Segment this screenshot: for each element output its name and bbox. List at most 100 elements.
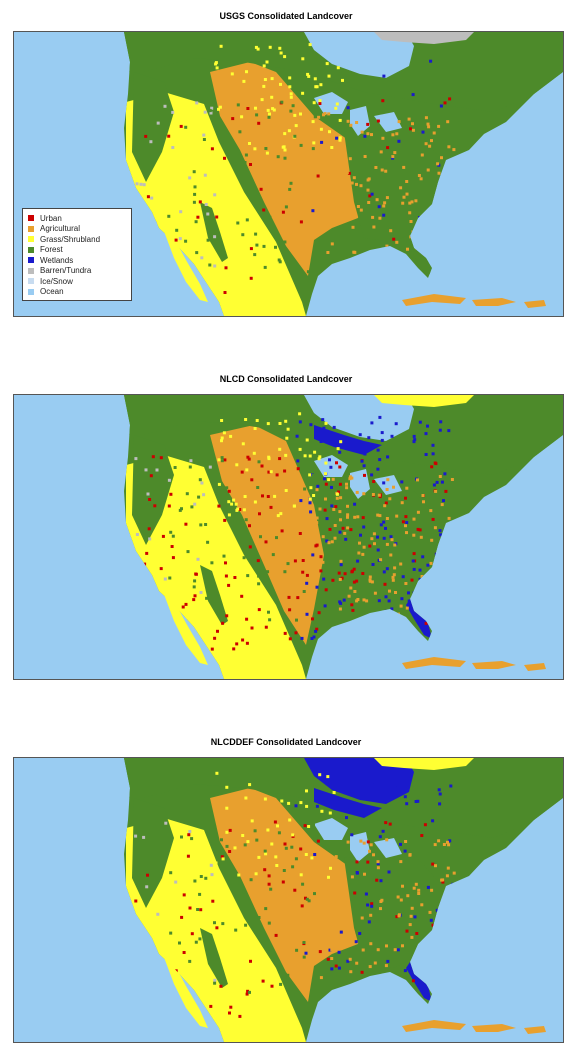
grass-cell: [338, 136, 342, 140]
urban-cell: [186, 854, 190, 858]
wetland-cell: [354, 940, 358, 944]
forest-cell: [169, 931, 173, 935]
wetland-cell: [364, 892, 368, 896]
wetland-cell: [325, 782, 329, 786]
wetland-cell: [338, 450, 342, 454]
grass-cell: [298, 447, 302, 451]
agricultural-cell: [417, 174, 421, 177]
agricultural-cell: [338, 607, 342, 611]
grass-cell: [308, 43, 312, 47]
tundra-area: [374, 395, 474, 407]
agricultural-cell: [416, 510, 420, 514]
agricultural-cell: [321, 560, 325, 564]
wetland-cell: [337, 950, 341, 954]
agricultural-cell: [388, 497, 392, 501]
agricultural-cell: [330, 948, 334, 952]
forest-cell: [267, 115, 271, 119]
grass-cell: [272, 108, 276, 112]
urban-cell: [266, 495, 270, 498]
urban-cell: [257, 121, 261, 125]
wetland-cell: [296, 459, 300, 463]
forest-cell: [168, 576, 172, 580]
agricultural-cell: [352, 250, 356, 254]
agricultural-cell: [385, 488, 389, 491]
wetland-cell: [345, 816, 348, 820]
forest-cell: [277, 258, 281, 262]
wetland-cell: [330, 485, 333, 489]
baja-peninsula: [162, 226, 208, 302]
wetland-cell: [309, 510, 313, 514]
forest-cell: [301, 882, 305, 886]
urban-cell: [223, 458, 227, 462]
grass-cell: [291, 833, 295, 837]
wetland-cell: [416, 799, 420, 803]
wetland-cell: [442, 499, 445, 503]
agricultural-cell: [438, 475, 442, 478]
urban-cell: [144, 134, 148, 138]
landcover-regions: [124, 32, 563, 316]
agricultural-cell: [434, 489, 438, 493]
forest-cell: [266, 570, 270, 574]
agricultural-cell: [366, 178, 370, 182]
agricultural-cell: [357, 551, 361, 555]
urban-cell: [246, 107, 250, 110]
mountain-forest-area: [200, 565, 228, 625]
forest-cell: [188, 465, 192, 469]
wetland-cell: [382, 570, 386, 574]
wetland-cell: [338, 530, 342, 534]
urban-cell: [216, 629, 219, 633]
wetland-cell: [429, 59, 433, 63]
wetland-cell: [405, 802, 409, 806]
urban-cell: [337, 571, 341, 575]
urban-cell: [209, 1004, 213, 1008]
wetland-cell: [432, 483, 436, 487]
barren-cell: [156, 912, 160, 916]
urban-cell: [283, 842, 287, 846]
forest-cell: [197, 495, 201, 499]
forest-cell: [264, 147, 268, 150]
urban-cell: [366, 860, 370, 864]
wetland-cell: [355, 871, 359, 874]
urban-cell: [248, 524, 251, 528]
wetland-cell: [426, 563, 430, 567]
wetland-cell: [400, 480, 404, 484]
wetland-cell: [414, 800, 418, 803]
wetland-cell: [367, 920, 371, 924]
agricultural-cell: [446, 120, 450, 124]
grass-cell: [284, 489, 288, 492]
forest-cell: [289, 181, 293, 185]
agricultural-cell: [430, 139, 433, 143]
forest-cell: [194, 940, 198, 944]
wetland-cell: [345, 808, 349, 812]
urban-cell: [352, 567, 356, 571]
urban-cell: [376, 119, 380, 123]
forest-cell: [193, 455, 197, 459]
urban-cell: [238, 508, 242, 511]
agricultural-cell: [427, 125, 431, 129]
urban-cell: [273, 820, 277, 824]
baja-peninsula: [162, 952, 208, 1028]
grass-cell: [293, 504, 296, 508]
urban-cell: [258, 512, 261, 516]
wetland-cell: [330, 504, 334, 508]
agricultural-cell: [429, 509, 433, 513]
forest-cell: [248, 990, 251, 994]
agricultural-cell: [323, 112, 327, 116]
agricultural-cell: [377, 493, 381, 497]
agricultural-cell: [404, 524, 407, 528]
agricultural-cell: [356, 598, 360, 601]
agricultural-cell: [319, 898, 323, 901]
grass-cell: [305, 789, 308, 793]
agricultural-cell: [346, 513, 350, 517]
urban-cell: [423, 823, 427, 827]
grass-cell: [328, 130, 331, 134]
grass-cell: [279, 51, 283, 55]
barren-cell: [135, 533, 139, 536]
urban-cell: [247, 457, 251, 461]
urban-cell: [370, 902, 374, 906]
urban-cell: [415, 932, 419, 935]
wetland-cell: [382, 536, 386, 540]
western-forest-area: [132, 435, 174, 545]
grass-cell: [287, 129, 291, 133]
agricultural-cell: [407, 117, 411, 121]
